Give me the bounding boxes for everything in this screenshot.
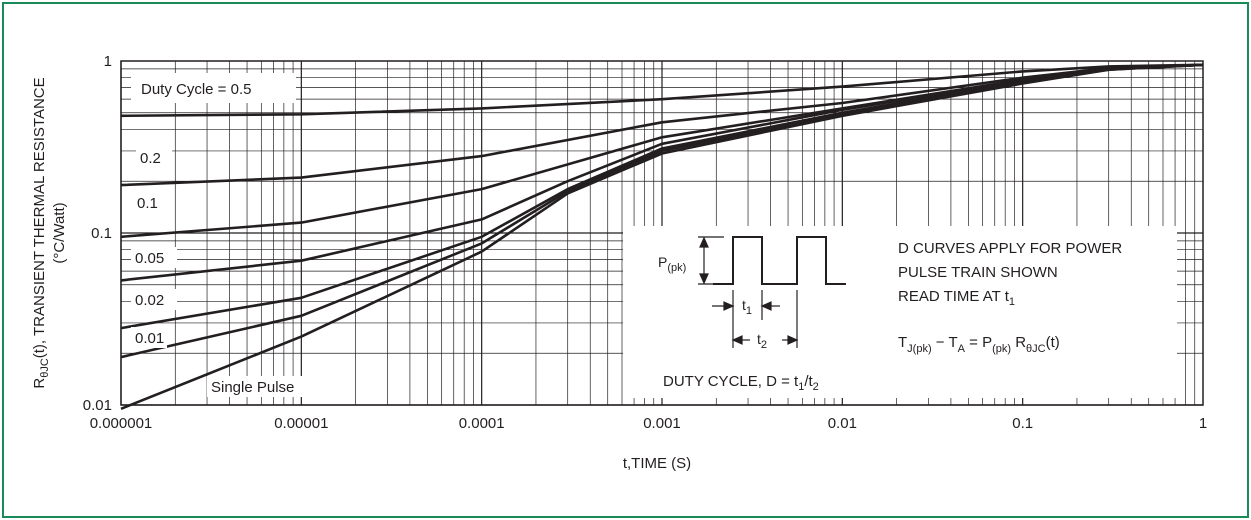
note-line-3: READ TIME AT t1 xyxy=(898,288,1015,308)
y-axis-title: RθJC(t), TRANSIENT THERMAL RESISTANCE xyxy=(31,77,51,388)
x-tick-label: 0.01 xyxy=(828,415,857,432)
x-tick-label: 0.0001 xyxy=(459,415,505,432)
pulse-train-diagram xyxy=(713,236,846,285)
series-label: 0.02 xyxy=(135,292,164,309)
x-tick-label: 0.001 xyxy=(643,415,681,432)
thermal-formula: TJ(pk) − TA = P(pk) RθJC(t) xyxy=(898,334,1060,355)
series-curve xyxy=(120,63,1204,118)
series-label: 0.05 xyxy=(135,250,164,267)
series-label-bg xyxy=(207,376,330,397)
series-label-bg xyxy=(131,327,167,348)
series-label: 0.01 xyxy=(135,330,164,347)
x-tick-label: 0.000001 xyxy=(90,415,153,432)
t1-label: t1 xyxy=(742,297,752,317)
inset-panel xyxy=(623,226,1177,398)
x-tick-label: 1 xyxy=(1199,415,1207,432)
note-line-1: D CURVES APPLY FOR POWER xyxy=(898,240,1122,257)
series-label-bg xyxy=(133,192,169,213)
y-axis-unit: (°C/Watt) xyxy=(51,202,68,263)
x-tick-labels: 0.000001 0.00001 0.0001 0.001 0.01 0.1 1 xyxy=(90,415,1207,432)
duty-cycle-formula: DUTY CYCLE, D = t1/t2 xyxy=(663,373,819,393)
series-labels: Duty Cycle = 0.5 0.2 0.1 0.05 0.02 0.01 Single… xyxy=(131,78,330,397)
series-label: Duty Cycle = 0.5 xyxy=(141,81,251,98)
t2-label: t2 xyxy=(757,331,767,351)
x-tick-label: 0.1 xyxy=(1012,415,1033,432)
series-curve xyxy=(120,63,1204,411)
x-axis-title: t,TIME (S) xyxy=(623,455,691,472)
series-label-bg xyxy=(131,247,177,268)
series-label-bg xyxy=(137,78,287,99)
dimension-arrows xyxy=(698,236,799,348)
y-tick-label: 0.01 xyxy=(83,397,112,414)
plot-area xyxy=(120,60,1204,406)
x-tick-label: 0.00001 xyxy=(274,415,328,432)
y-tick-labels: 0.01 0.1 1 xyxy=(83,53,112,414)
series-label-bg xyxy=(131,289,177,310)
y-tick-label: 1 xyxy=(104,53,112,70)
series-label-bg xyxy=(136,147,172,168)
series-label: Single Pulse xyxy=(211,379,294,396)
y-tick-label: 0.1 xyxy=(91,225,112,242)
series-label: 0.2 xyxy=(140,150,161,167)
note-line-2: PULSE TRAIN SHOWN xyxy=(898,264,1058,281)
pulse-waveform xyxy=(713,236,846,285)
curves xyxy=(120,63,1204,411)
series-label: 0.1 xyxy=(137,195,158,212)
